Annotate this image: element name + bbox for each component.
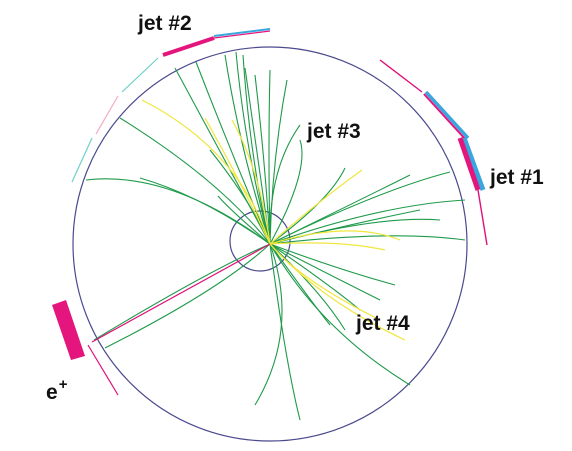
outer-detector-boundary: [72, 46, 468, 442]
jet1-label: jet #1: [489, 166, 544, 189]
yellow-tracks: [141, 99, 406, 341]
jet2-label: jet #2: [137, 12, 192, 35]
positron-label-base: e: [46, 381, 58, 404]
positron-track: [87, 243, 271, 396]
jet4-label: jet #4: [355, 312, 410, 335]
positron-calorimeter-deposit: [52, 300, 85, 360]
positron-label: e+: [46, 376, 68, 404]
jet3-label: jet #3: [306, 120, 361, 143]
green-tracks: [85, 51, 466, 421]
positron-label-sup: +: [59, 376, 68, 393]
jet2-calorimeter-deposit: [71, 28, 271, 183]
jet1-calorimeter-deposit: [379, 59, 488, 246]
